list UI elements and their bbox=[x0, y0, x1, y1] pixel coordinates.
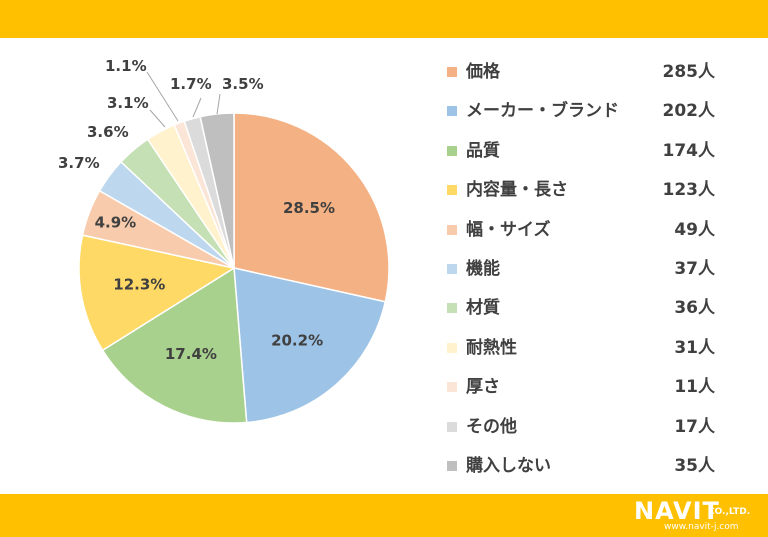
legend-item: 幅・サイズ 49人 bbox=[447, 216, 747, 255]
legend-count: 202人 bbox=[662, 101, 716, 122]
legend-label: 幅・サイズ bbox=[466, 219, 551, 240]
logo-sub-text: CO.,LTD. bbox=[708, 507, 751, 517]
legend-item: その他 17人 bbox=[447, 413, 747, 452]
legend-count: 285人 bbox=[662, 62, 716, 82]
legend-label: 厚さ bbox=[466, 377, 500, 398]
legend-item: 価格 285人 bbox=[447, 58, 747, 97]
legend-swatch bbox=[447, 460, 457, 471]
legend-item: 材質 36人 bbox=[447, 294, 747, 333]
leader-line-9 bbox=[192, 97, 202, 118]
navit-logo: NAVIT CO.,LTD. www.navit-j.com bbox=[634, 498, 764, 532]
legend-count: 37人 bbox=[674, 258, 715, 279]
legend-swatch bbox=[447, 263, 457, 274]
legend-label: メーカー・ブランド bbox=[466, 101, 619, 122]
logo-url-text: www.navit-j.com bbox=[664, 522, 739, 532]
legend-item: 購入しない 35人 bbox=[447, 452, 747, 491]
legend-label: 耐熱性 bbox=[466, 337, 517, 358]
bottom-banner bbox=[0, 494, 768, 537]
legend-count: 31人 bbox=[674, 337, 715, 358]
legend-count: 35人 bbox=[674, 455, 715, 476]
pie-label-8: 1.1% bbox=[105, 57, 147, 75]
legend-item: 内容量・長さ 123人 bbox=[447, 176, 747, 215]
leader-line-8 bbox=[146, 71, 179, 122]
legend-label: その他 bbox=[466, 416, 517, 437]
legend: 価格 285人メーカー・ブランド 202人品質 174人内容量・長さ 123人幅・サイズ… bbox=[447, 58, 747, 491]
legend-item: 厚さ 11人 bbox=[447, 373, 747, 412]
legend-count: 49人 bbox=[674, 219, 715, 240]
pie-label-1: 20.2% bbox=[271, 332, 323, 350]
legend-swatch bbox=[447, 185, 457, 196]
legend-count: 11人 bbox=[674, 377, 715, 398]
pie-label-6: 3.6% bbox=[87, 123, 129, 141]
leader-line-10 bbox=[216, 93, 221, 115]
legend-swatch bbox=[447, 382, 457, 393]
legend-item: 機能 37人 bbox=[447, 255, 747, 294]
pie-slice-1 bbox=[233, 267, 387, 424]
legend-swatch bbox=[447, 303, 457, 314]
legend-swatch bbox=[447, 67, 457, 77]
pie-slice-3 bbox=[78, 234, 236, 352]
legend-item: 耐熱性 31人 bbox=[447, 334, 747, 373]
legend-label: 内容量・長さ bbox=[466, 180, 568, 201]
pie-label-3: 12.3% bbox=[113, 276, 165, 294]
legend-label: 価格 bbox=[466, 62, 500, 82]
legend-label: 購入しない bbox=[466, 455, 551, 476]
legend-count: 174人 bbox=[662, 140, 716, 161]
pie-slice-2 bbox=[101, 266, 248, 424]
pie-slice-0 bbox=[233, 112, 390, 303]
legend-swatch bbox=[447, 342, 457, 353]
legend-swatch bbox=[447, 421, 457, 432]
legend-count: 17人 bbox=[674, 416, 715, 437]
pie-label-2: 17.4% bbox=[165, 345, 217, 363]
pie-label-7: 3.1% bbox=[107, 94, 149, 112]
pie-label-10: 3.5% bbox=[222, 75, 264, 93]
pie-label-0: 28.5% bbox=[283, 199, 335, 217]
legend-label: 材質 bbox=[466, 298, 500, 319]
legend-swatch bbox=[447, 224, 457, 235]
legend-count: 123人 bbox=[662, 180, 716, 201]
legend-item: 品質 174人 bbox=[447, 137, 747, 176]
legend-swatch bbox=[447, 106, 457, 117]
logo-main-text: NAVIT bbox=[634, 497, 720, 525]
pie-label-4: 4.9% bbox=[95, 213, 137, 231]
pie-chart: 28.5% 20.2% 17.4% 12.3% 4.9% 3.7% 3.6% 3.1% 1.1%… bbox=[58, 57, 390, 424]
leader-line-7 bbox=[149, 109, 166, 128]
legend-count: 36人 bbox=[674, 298, 715, 319]
legend-label: 機能 bbox=[466, 258, 500, 279]
legend-label: 品質 bbox=[466, 140, 500, 161]
top-banner bbox=[0, 0, 768, 38]
legend-swatch bbox=[447, 145, 457, 156]
pie-label-9: 1.7% bbox=[170, 75, 212, 93]
pie-label-5: 3.7% bbox=[58, 154, 100, 172]
legend-item: メーカー・ブランド 202人 bbox=[447, 97, 747, 136]
